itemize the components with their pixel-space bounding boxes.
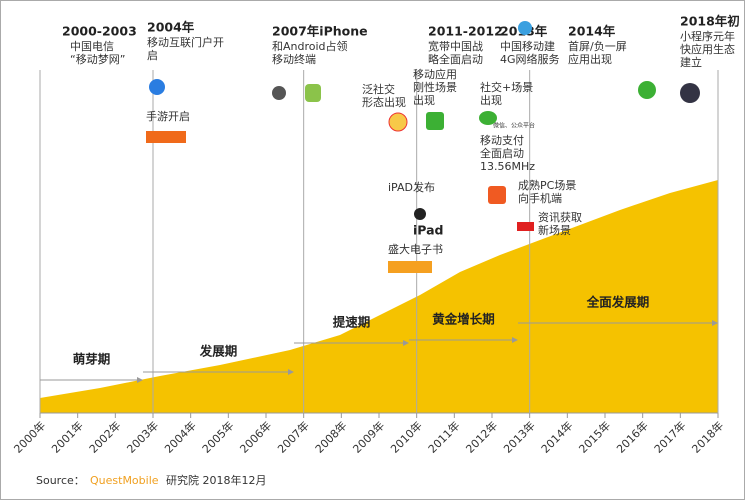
source-text: 研究院 2018年12月 (166, 473, 267, 487)
phase-label: 提速期 (333, 315, 371, 330)
taobao-icon (488, 186, 506, 204)
heading-line: 4G网络服务 (500, 52, 560, 66)
heading-line: 小程序元年 (680, 29, 735, 43)
uc-icon (149, 79, 165, 95)
note: 全面启动 (480, 146, 524, 160)
note: 13.56MHz (480, 160, 535, 173)
apple-icon (272, 86, 286, 100)
ipad-apple (414, 208, 426, 220)
source-brand: QuestMobile (90, 474, 159, 487)
heading-line: 首屏/负一屏 (568, 39, 627, 53)
note: 刚性场景 (413, 80, 457, 94)
heading: 2007年iPhone (272, 24, 368, 39)
heading-line: 宽带中国战 (428, 39, 483, 53)
heading-line: 移动互联门户开 (147, 35, 224, 49)
arrow-head (512, 337, 518, 343)
phase-label: 全面发展期 (586, 295, 650, 310)
weibo-icon (388, 112, 408, 132)
note: 移动支付 (480, 134, 524, 147)
heading-line: 快应用生态 (680, 42, 735, 56)
heading-line: 移动终端 (272, 52, 316, 66)
note: 向手机端 (518, 191, 562, 205)
miniprogram-icon (638, 81, 656, 99)
heading-line: 略全面启动 (428, 52, 483, 66)
note: 手游开启 (146, 109, 190, 123)
note: iPad (413, 223, 444, 238)
note: 成熟PC场景 (518, 178, 576, 192)
arrow-head (403, 340, 409, 346)
heading: 2000-2003 (62, 24, 137, 39)
heading-line: 中国电信 (70, 40, 114, 53)
arrow-head (288, 369, 294, 375)
note: 出现 (413, 93, 435, 107)
note: 资讯获取 (538, 211, 582, 224)
heading: 2018年初 (680, 14, 740, 29)
note: 泛社交 (362, 82, 395, 96)
note: 出现 (480, 93, 502, 107)
toutiao-icon (517, 222, 534, 231)
heading-line: “移动梦网” (70, 53, 125, 66)
heading-line: 建立 (680, 55, 702, 69)
note: 移动应用 (413, 67, 457, 81)
note: 新场景 (538, 223, 571, 237)
note: 微信、公众平台 (493, 122, 535, 130)
phase-label: 萌芽期 (73, 352, 111, 367)
quickapp-icon (680, 83, 700, 103)
android-icon (305, 84, 321, 102)
note: 盛大电子书 (388, 242, 443, 256)
heading: 2014年 (568, 24, 616, 39)
wechat-icon (426, 112, 444, 130)
4g-icon (518, 21, 532, 35)
source-label: Source： (36, 474, 85, 487)
kongzhong-logo (146, 131, 186, 143)
arrow-head (137, 377, 143, 383)
arrow-head (712, 320, 718, 326)
note: iPAD发布 (388, 180, 435, 194)
wechat-logo (479, 111, 497, 125)
bright-logo (388, 261, 432, 273)
heading: 2004年 (147, 20, 195, 35)
note: 社交+场景 (480, 80, 533, 94)
heading: 2011-2012 (428, 24, 503, 39)
phase-label: 黄金增长期 (432, 312, 495, 327)
growth-area (40, 180, 718, 413)
heading-line: 中国移动建 (500, 39, 555, 53)
heading-line: 启 (147, 49, 158, 62)
phase-label: 发展期 (199, 344, 238, 359)
heading-line: 和Android占领 (272, 39, 348, 53)
note: 形态出现 (362, 95, 406, 109)
heading-line: 应用出现 (568, 52, 612, 66)
